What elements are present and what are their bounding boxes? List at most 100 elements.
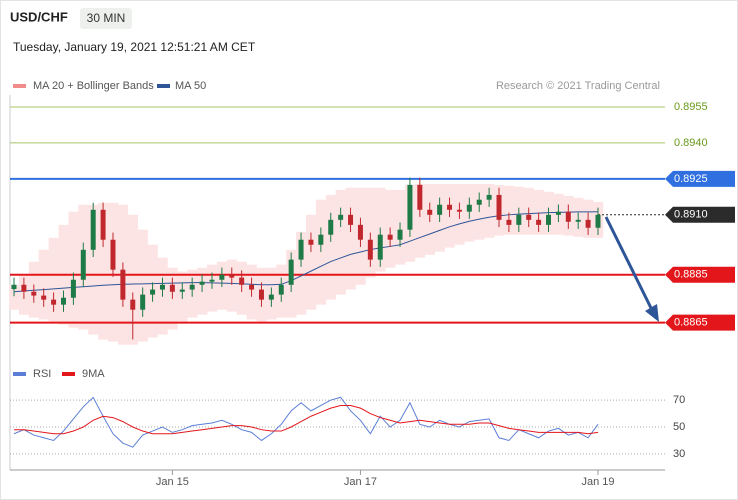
bollinger-band bbox=[38, 249, 49, 320]
candle-body bbox=[249, 284, 255, 290]
candle-body bbox=[466, 204, 472, 212]
candle-body bbox=[377, 234, 383, 260]
timeframe: 30 MIN bbox=[87, 11, 126, 25]
candle-body bbox=[11, 284, 17, 290]
candle-body bbox=[70, 279, 76, 298]
candle-body bbox=[298, 239, 304, 260]
bollinger-band bbox=[414, 183, 426, 258]
candle-body bbox=[407, 184, 413, 230]
y-tick-label: 30 bbox=[673, 448, 685, 460]
y-tick-label: 70 bbox=[673, 394, 685, 406]
candle-body bbox=[318, 234, 324, 245]
candle-body bbox=[268, 294, 274, 300]
candle-body bbox=[526, 214, 532, 220]
level-label: 0.8910 bbox=[674, 209, 708, 221]
level-label: 0.8955 bbox=[674, 101, 708, 113]
candle-body bbox=[565, 211, 571, 222]
y-tick-label: 50 bbox=[673, 421, 685, 433]
level-label: 0.8940 bbox=[674, 137, 708, 149]
bollinger-band bbox=[503, 185, 515, 235]
rsi-line bbox=[14, 404, 599, 435]
candle-body bbox=[130, 299, 136, 310]
candle-body bbox=[397, 229, 403, 240]
bollinger-band bbox=[345, 187, 356, 290]
legend-label: 9MA bbox=[82, 368, 105, 380]
candle-body bbox=[496, 194, 502, 220]
candle-body bbox=[258, 289, 264, 300]
bollinger-band bbox=[68, 211, 79, 328]
bollinger-band bbox=[335, 189, 346, 295]
legend-label: MA 50 bbox=[175, 80, 206, 92]
candle-body bbox=[189, 284, 195, 290]
candle-body bbox=[536, 219, 542, 225]
candle-body bbox=[447, 204, 453, 210]
legend-swatch bbox=[62, 372, 75, 376]
bollinger-band bbox=[9, 284, 20, 310]
bollinger-band bbox=[226, 259, 238, 312]
candle-body bbox=[110, 239, 116, 270]
level-label-box bbox=[665, 206, 735, 223]
forecast-arrowhead bbox=[645, 304, 659, 322]
bollinger-band bbox=[137, 229, 148, 342]
candle-body bbox=[278, 284, 284, 295]
bollinger-band bbox=[88, 204, 99, 335]
bollinger-band bbox=[533, 189, 544, 235]
bollinger-band bbox=[306, 214, 317, 310]
level-label-box bbox=[665, 170, 735, 187]
candle-body bbox=[209, 279, 215, 282]
level-label: 0.8885 bbox=[674, 269, 708, 281]
credit: Research © 2021 Trading Central bbox=[496, 80, 660, 92]
candle-body bbox=[506, 219, 512, 225]
bollinger-band bbox=[315, 199, 327, 305]
candle-body bbox=[120, 269, 126, 300]
candle-body bbox=[51, 299, 57, 305]
candle-body bbox=[456, 209, 462, 212]
candle-body bbox=[486, 194, 492, 200]
candle-body bbox=[80, 249, 86, 280]
candle-body bbox=[159, 284, 165, 290]
bollinger-band bbox=[98, 202, 109, 340]
candle-body bbox=[100, 209, 106, 240]
x-tick-label: Jan 15 bbox=[156, 476, 189, 488]
candle-body bbox=[150, 289, 156, 295]
level-label-box bbox=[665, 314, 735, 331]
candle-body bbox=[288, 259, 294, 285]
candle-body bbox=[21, 284, 27, 292]
level-label: 0.8865 bbox=[674, 317, 708, 329]
candle-body bbox=[437, 204, 443, 215]
rsi-line bbox=[13, 396, 599, 448]
candle-body bbox=[229, 274, 235, 278]
legend-swatch bbox=[13, 84, 26, 88]
candle-body bbox=[140, 294, 146, 310]
candle-body bbox=[308, 239, 314, 245]
symbol: USD/CHF bbox=[10, 9, 68, 24]
candle-body bbox=[348, 214, 354, 225]
x-tick-label: Jan 17 bbox=[344, 476, 377, 488]
candle-body bbox=[546, 214, 552, 225]
candle-body bbox=[387, 234, 393, 240]
candle-body bbox=[357, 224, 363, 240]
legend-swatch bbox=[157, 84, 170, 88]
candle-body bbox=[338, 214, 344, 220]
timeframe-box bbox=[80, 8, 132, 29]
level-label: 0.8925 bbox=[674, 173, 708, 185]
candle-body bbox=[169, 284, 175, 292]
candle-body bbox=[555, 211, 561, 215]
candle-body bbox=[199, 281, 205, 285]
bollinger-band bbox=[484, 183, 495, 238]
candle-body bbox=[90, 209, 96, 250]
candle-body bbox=[585, 219, 591, 228]
candle-body bbox=[328, 219, 334, 235]
candle-body bbox=[367, 239, 373, 260]
bollinger-band bbox=[325, 194, 336, 300]
legend-swatch bbox=[13, 372, 26, 376]
level-label-box bbox=[665, 266, 735, 283]
candle-body bbox=[516, 214, 522, 225]
candle-body bbox=[239, 277, 245, 285]
bollinger-band bbox=[48, 237, 59, 322]
candle-body bbox=[575, 219, 581, 222]
candle-body bbox=[41, 295, 47, 300]
forecast-arrow bbox=[604, 216, 653, 309]
